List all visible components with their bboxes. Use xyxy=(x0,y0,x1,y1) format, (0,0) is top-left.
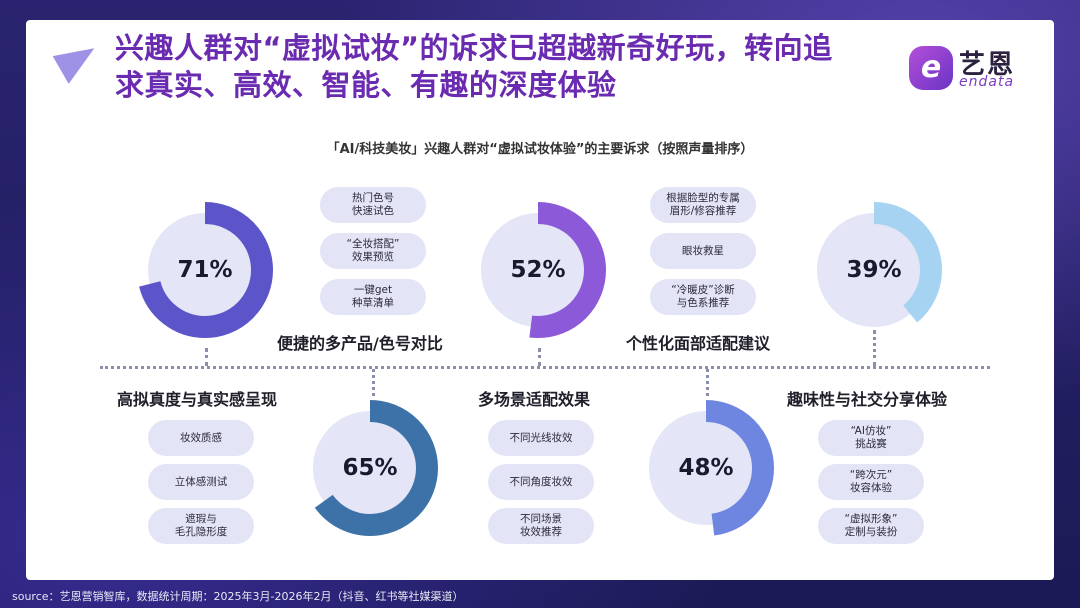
feature-tag: “AI仿妆” 挑战赛 xyxy=(818,420,924,456)
donut-chart-1: 71% xyxy=(135,200,275,340)
donut-svg xyxy=(806,202,942,338)
page-title: 兴趣人群对“虚拟试妆”的诉求已超越新奇好玩，转向追 求真实、高效、智能、有趣的深… xyxy=(115,30,915,104)
logo-mark-icon: e xyxy=(909,46,953,90)
connector-line xyxy=(706,369,709,396)
feature-tag: “冷暖皮”诊断 与色系推荐 xyxy=(650,279,756,315)
donut-arc-1 xyxy=(137,202,273,338)
donut-svg xyxy=(638,400,774,536)
connector-line xyxy=(538,348,541,366)
page-title-line-2: 求真实、高效、智能、有趣的深度体验 xyxy=(115,68,617,102)
connector-line xyxy=(205,348,208,366)
donut-arc-4 xyxy=(638,400,774,536)
donut-arc-3 xyxy=(470,202,606,338)
donut-svg xyxy=(137,202,273,338)
donut-arc-5 xyxy=(806,202,942,338)
chart-subtitle: 「AI/科技美妆」兴趣人群对“虚拟试妆体验”的主要诉求（按照声量排序） xyxy=(326,142,754,157)
demand-title-5: 趣味性与社交分享体验 xyxy=(787,390,948,409)
logo-text-cn: 艺恩 xyxy=(959,50,1016,80)
demand-title-3: 个性化面部适配建议 xyxy=(626,334,771,353)
feature-tag: 遮瑕与 毛孔隐形度 xyxy=(148,508,254,544)
feature-tag: 热门色号 快速试色 xyxy=(320,187,426,223)
feature-tag: “跨次元” 妆容体验 xyxy=(818,464,924,500)
feature-tag: 根据脸型的专属 眉形/修容推荐 xyxy=(650,187,756,223)
connector-line xyxy=(372,369,375,396)
donut-chart-5: 39% xyxy=(804,200,944,340)
brand-logo: e 艺恩 endata xyxy=(905,42,1035,94)
donut-track xyxy=(313,411,427,525)
donut-chart-2: 65% xyxy=(300,398,440,538)
logo-text-en: endata xyxy=(959,74,1015,90)
demand-title-4: 多场景适配效果 xyxy=(478,390,591,409)
donut-svg xyxy=(302,400,438,536)
feature-tag: 眼妆救星 xyxy=(650,233,756,269)
donut-track xyxy=(481,213,595,327)
feature-tag: 不同光线妆效 xyxy=(488,420,594,456)
connector-line xyxy=(873,330,876,366)
donut-track xyxy=(148,213,262,327)
percentage-label: 52% xyxy=(510,257,566,283)
percentage-label: 65% xyxy=(342,455,398,481)
donut-track xyxy=(649,411,763,525)
feature-tag: “全妆搭配” 效果预览 xyxy=(320,233,426,269)
percentage-label: 71% xyxy=(177,257,233,283)
demand-title-2: 高拟真度与真实感呈现 xyxy=(117,390,278,409)
donut-arc-2 xyxy=(302,400,438,536)
percentage-label: 48% xyxy=(678,455,734,481)
feature-tag: “虚拟形象” 定制与装扮 xyxy=(818,508,924,544)
donut-svg xyxy=(470,202,606,338)
timeline-axis xyxy=(100,366,990,369)
feature-tag: 立体感测试 xyxy=(148,464,254,500)
donut-track xyxy=(817,213,931,327)
feature-tag: 不同角度妆效 xyxy=(488,464,594,500)
donut-chart-4: 48% xyxy=(636,398,776,538)
percentage-label: 39% xyxy=(846,257,902,283)
demand-title-1: 便捷的多产品/色号对比 xyxy=(277,334,443,353)
page-title-line-1: 兴趣人群对“虚拟试妆”的诉求已超越新奇好玩，转向追 xyxy=(115,31,833,65)
feature-tag: 不同场景 妆效推荐 xyxy=(488,508,594,544)
feature-tag: 一键get 种草清单 xyxy=(320,279,426,315)
donut-chart-3: 52% xyxy=(468,200,608,340)
source-note: source：艺恩营销智库，数据统计周期：2025年3月-2026年2月（抖音、… xyxy=(12,590,464,603)
feature-tag: 妆效质感 xyxy=(148,420,254,456)
